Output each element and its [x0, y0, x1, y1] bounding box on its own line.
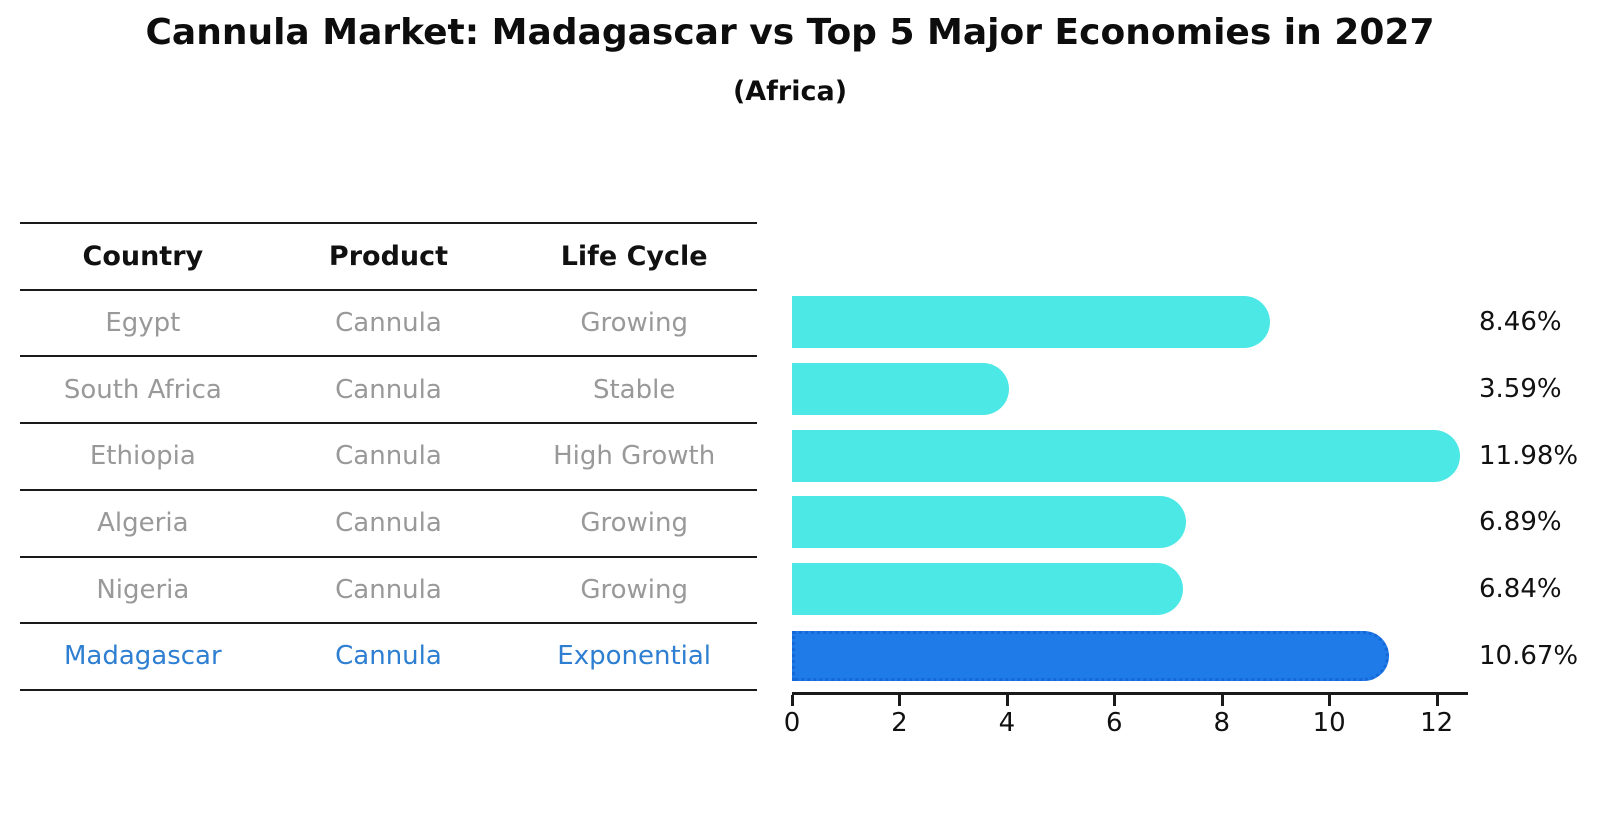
header-country: Country: [82, 240, 204, 272]
chart-subtitle: (Africa): [732, 76, 848, 107]
x-axis-line: [792, 692, 1468, 695]
table-row: Algeria Cannula Growing: [20, 491, 757, 558]
table-row: Nigeria Cannula Growing: [20, 558, 757, 625]
cell-country: Ethiopia: [89, 441, 196, 472]
header-lifecycle: Life Cycle: [560, 240, 708, 272]
bar: [792, 296, 1271, 349]
cell-country: Nigeria: [96, 574, 190, 605]
tick-mark: [791, 695, 794, 706]
tick-label: 2: [891, 708, 908, 738]
bar: [792, 363, 1009, 416]
cell-country: Egypt: [105, 307, 181, 338]
tick-label: 10: [1312, 708, 1346, 738]
bar: [792, 496, 1187, 549]
cell-country: Madagascar: [63, 641, 222, 672]
cell-product: Cannula: [335, 307, 442, 338]
cell-lifecycle: Stable: [592, 374, 676, 405]
chart-row: 6.89%: [0, 489, 1604, 556]
bar: [792, 429, 1460, 482]
cell-product: Cannula: [335, 507, 442, 538]
chart-title: Cannula Market: Madagascar vs Top 5 Majo…: [145, 12, 1435, 53]
cell-country: South Africa: [63, 374, 222, 405]
table-row: Ethiopia Cannula High Growth: [20, 424, 757, 491]
table-row: South Africa Cannula Stable: [20, 357, 757, 425]
cell-lifecycle: High Growth: [553, 441, 716, 472]
bar-value-label: 11.98%: [1479, 440, 1579, 471]
tick-label: 4: [998, 708, 1016, 738]
bar-value-label: 10.67%: [1479, 640, 1579, 671]
chart-row: 8.46%: [0, 289, 1604, 356]
tick-mark: [1435, 695, 1439, 706]
bar: [792, 563, 1184, 616]
table-row: Egypt Cannula Growing: [20, 291, 757, 358]
tick-mark: [1220, 695, 1224, 706]
tick-mark: [898, 695, 902, 706]
cell-product: Cannula: [335, 574, 442, 605]
bar-value-label: 6.89%: [1479, 507, 1562, 538]
bar-value-label: 8.46%: [1479, 307, 1562, 338]
tick-mark: [1005, 695, 1009, 706]
chart-row: 11.98%: [0, 422, 1604, 489]
chart-row: 3.59%: [0, 356, 1604, 423]
tick-label: 0: [783, 708, 801, 738]
bar-value-label: 3.59%: [1479, 374, 1562, 405]
bar: [792, 630, 1390, 681]
cell-country: Algeria: [97, 507, 189, 538]
cell-lifecycle: Exponential: [557, 641, 712, 672]
header-product: Product: [328, 240, 449, 272]
table-header-row: Country Product Life Cycle: [20, 224, 757, 291]
tick-mark: [1113, 695, 1117, 706]
tick-label: 12: [1420, 708, 1454, 738]
cell-product: Cannula: [335, 441, 442, 472]
cell-lifecycle: Growing: [580, 307, 688, 338]
tick-mark: [1328, 695, 1332, 706]
tick-label: 6: [1106, 708, 1123, 738]
tick-label: 8: [1213, 708, 1231, 738]
cell-lifecycle: Growing: [580, 574, 688, 605]
country-table: Country Product Life Cycle Egypt Cannula…: [20, 222, 757, 692]
cell-product: Cannula: [335, 641, 442, 672]
table-row: Madagascar Cannula Exponential: [20, 624, 757, 692]
chart-row: 10.67%: [0, 623, 1604, 690]
cell-lifecycle: Growing: [580, 507, 688, 538]
bar-value-label: 6.84%: [1479, 574, 1562, 605]
cell-product: Cannula: [335, 374, 442, 405]
chart-row: 6.84%: [0, 556, 1604, 623]
